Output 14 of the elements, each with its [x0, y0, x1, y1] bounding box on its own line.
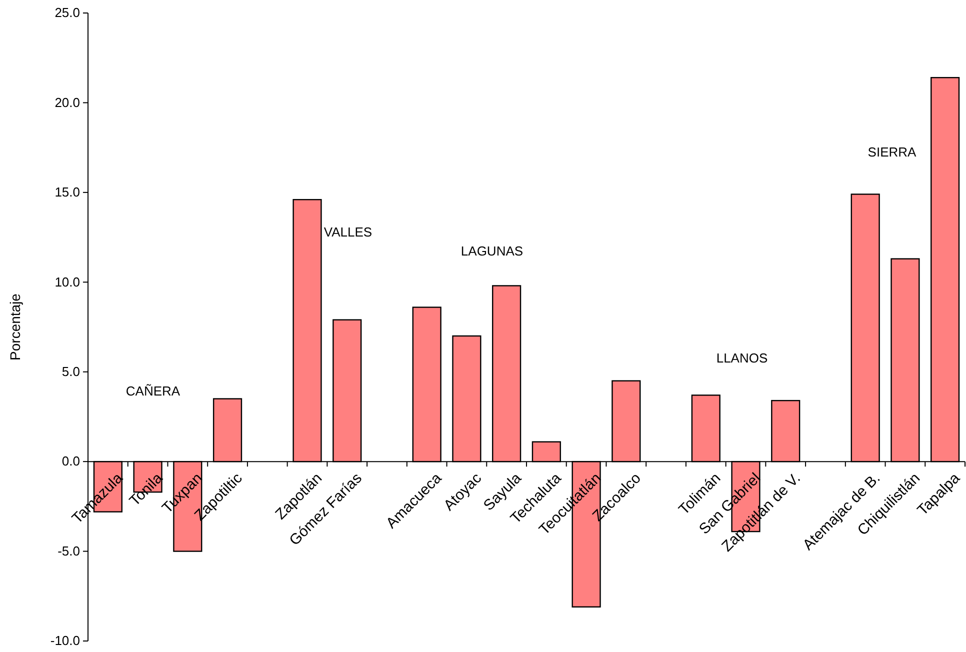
y-tick-label: 25.0: [54, 5, 80, 20]
annotation: CAÑERA: [126, 383, 180, 398]
y-tick-label: 0.0: [62, 454, 80, 469]
y-tick-label: -10.0: [50, 633, 80, 648]
annotation: SIERRA: [868, 144, 917, 160]
y-axis-title: Porcentaje: [7, 293, 23, 360]
y-tick-label: 10.0: [54, 274, 80, 290]
annotation: LLANOS: [716, 350, 768, 366]
y-tick-label: -5.0: [58, 543, 80, 558]
annotation: LAGUNAS: [460, 243, 524, 258]
y-tick-label: 15.0: [54, 184, 80, 200]
y-tick-label: 5.0: [62, 364, 80, 380]
annotation: VALLES: [324, 224, 372, 240]
y-tick-label: 20.0: [54, 94, 80, 110]
